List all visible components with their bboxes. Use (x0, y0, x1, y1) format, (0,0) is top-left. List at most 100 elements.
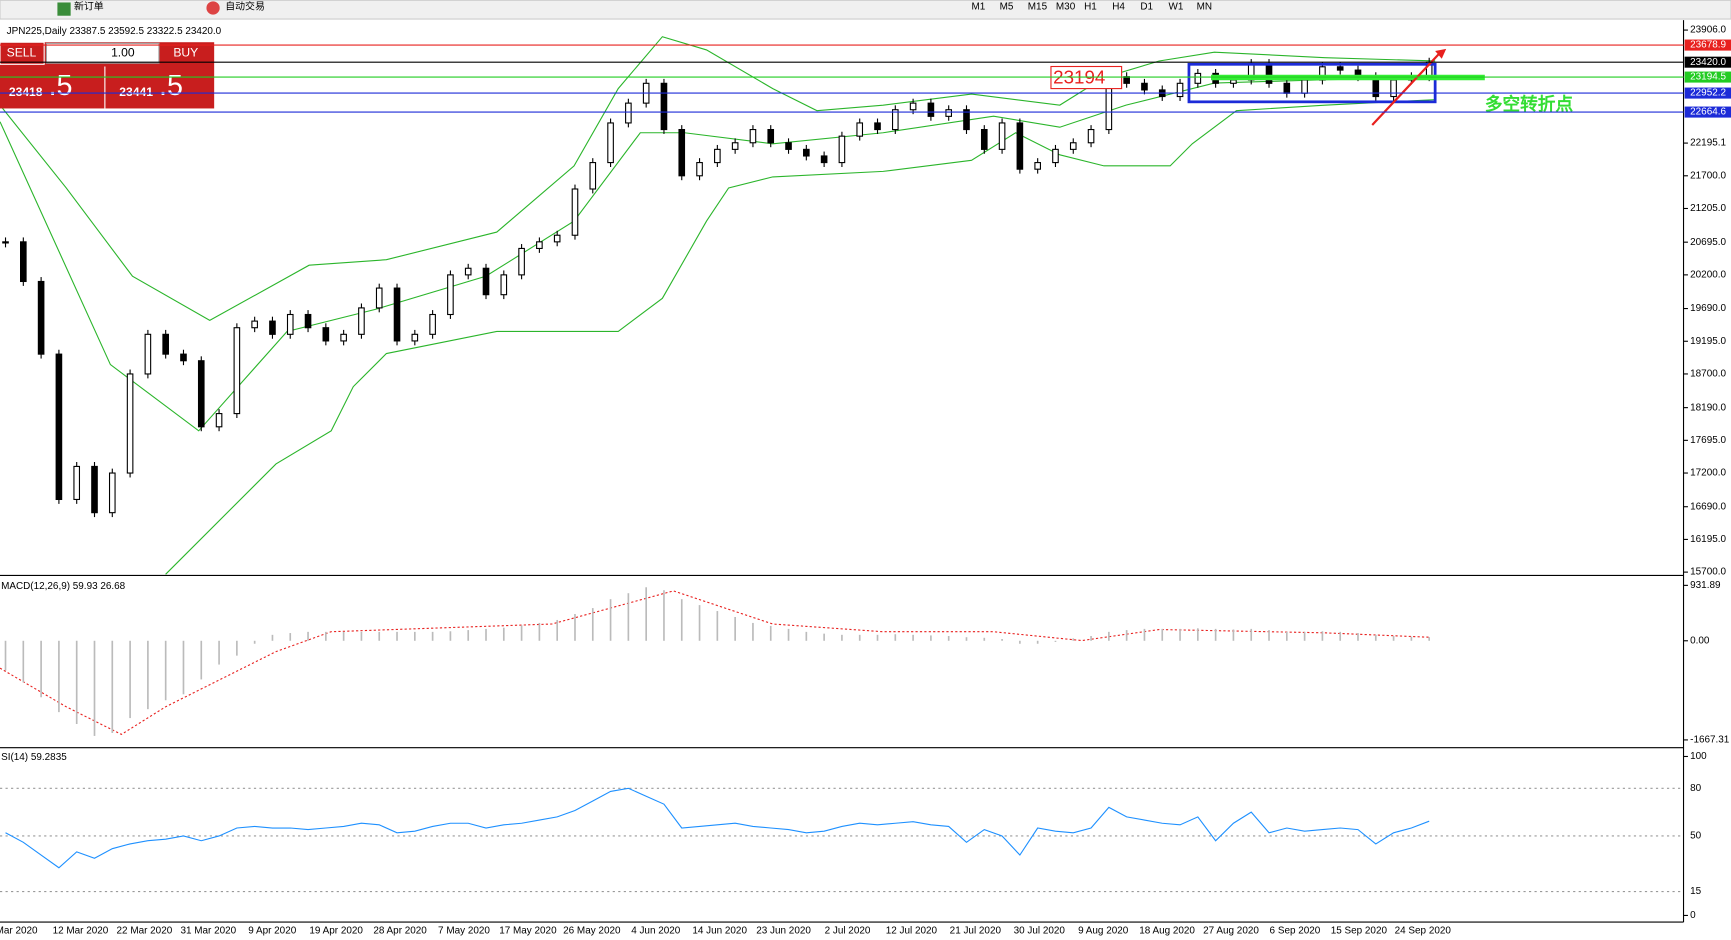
turn-point-note: 多空转折点 (1485, 93, 1574, 114)
candle (340, 333, 347, 342)
candle (1176, 82, 1184, 98)
candle (500, 274, 508, 296)
candle (696, 162, 703, 177)
new-order-icon[interactable] (57, 2, 71, 16)
candle (1265, 62, 1273, 84)
candle (518, 247, 525, 276)
candle (980, 129, 988, 150)
level-label: 22664.6 (1690, 107, 1726, 118)
candle (731, 142, 739, 150)
candle (678, 129, 686, 177)
date-label: 21 Jul 2020 (950, 926, 1002, 937)
timeframe[interactable]: M5 (1000, 2, 1014, 13)
timeframe[interactable]: D1 (1140, 2, 1153, 13)
price-label: 16195.0 (1690, 534, 1726, 545)
candle (126, 373, 134, 474)
timeframe[interactable]: M1 (971, 2, 985, 13)
candle (1087, 129, 1095, 144)
date-label: 27 Aug 2020 (1203, 926, 1259, 937)
price-label: 21205.0 (1690, 203, 1726, 214)
candle (998, 122, 1006, 150)
new-order[interactable]: 新订单 (74, 0, 104, 13)
date-label: 19 Apr 2020 (309, 926, 363, 937)
candle (73, 465, 81, 501)
candle (1283, 82, 1291, 94)
candle (375, 287, 383, 309)
timeframe[interactable]: W1 (1169, 2, 1184, 13)
rsi-label: SI(14) 59.2835 (1, 752, 67, 763)
date-label: 6 Sep 2020 (1270, 926, 1321, 937)
level-tag (1684, 56, 1731, 68)
price-label: 18700.0 (1690, 369, 1726, 380)
date-label: 23 Jun 2020 (756, 926, 811, 937)
timeframes: M1 M5 M15 M30 H1 H4 D1 W1 MN (971, 2, 1212, 13)
date-label: 12 Mar 2020 (53, 926, 109, 937)
trade-panel: SELL 1.00 BUY 23418 .5 23441 .5 (0, 41, 215, 109)
buy-price-fraction[interactable]: .5 (159, 70, 183, 102)
macd-signal (0, 590, 1430, 736)
candle (838, 135, 846, 164)
sell-price[interactable]: 23418 (9, 85, 43, 99)
price-label: 20200.0 (1690, 269, 1726, 280)
lot-value[interactable]: 1.00 (111, 45, 135, 59)
candle (571, 188, 579, 236)
lower-band (165, 99, 1436, 575)
candle (393, 287, 401, 342)
sell-price-fraction[interactable]: .5 (49, 70, 73, 102)
timeframe[interactable]: M30 (1056, 2, 1076, 13)
buy-label[interactable]: BUY (173, 45, 198, 59)
candle (162, 333, 169, 355)
candle (447, 274, 454, 316)
date-label: 31 Mar 2020 (180, 926, 236, 937)
candle (215, 413, 223, 428)
candle (464, 267, 472, 276)
macd-axis-label: 931.89 (1690, 580, 1721, 591)
candle (891, 109, 899, 131)
bollinger-bands (0, 36, 1436, 575)
timeframe[interactable]: H4 (1112, 2, 1125, 13)
candle (767, 129, 775, 144)
middle-band (0, 76, 1436, 432)
date-label: 2 Jul 2020 (825, 926, 871, 937)
candle (322, 327, 330, 342)
candle (660, 82, 668, 131)
chart-header: JPN225,Daily 23387.5 23592.5 23322.5 234… (7, 26, 222, 37)
candle (197, 360, 205, 428)
sell-button[interactable] (0, 41, 45, 65)
price-label: 17200.0 (1690, 468, 1726, 479)
date-label: 15 Sep 2020 (1331, 926, 1388, 937)
level-tag (1684, 71, 1731, 83)
candle (1390, 79, 1397, 98)
candle (1052, 148, 1059, 164)
timeframe[interactable]: MN (1197, 2, 1212, 13)
buy-price[interactable]: 23441 (119, 85, 153, 99)
candle (714, 148, 721, 164)
date-label: 9 Apr 2020 (248, 926, 296, 937)
macd-axis-label: 0.00 (1690, 635, 1710, 646)
sell-label[interactable]: SELL (7, 45, 37, 59)
upper-band (0, 36, 1436, 322)
candle (625, 102, 632, 124)
candle (55, 353, 63, 501)
candle (1034, 162, 1041, 170)
candle (233, 327, 241, 415)
level-label: 23194.5 (1690, 72, 1726, 83)
candle (20, 241, 27, 283)
date-label: 24 Sep 2020 (1395, 926, 1452, 937)
auto-trade-icon[interactable] (206, 1, 220, 15)
candle (607, 122, 614, 164)
price-label: 17695.0 (1690, 435, 1726, 446)
timeframe[interactable]: H1 (1084, 2, 1097, 13)
price-label: 18190.0 (1690, 402, 1726, 413)
lot-input[interactable] (45, 42, 160, 64)
price-label: 15700.0 (1690, 567, 1726, 578)
candle (553, 234, 561, 243)
date-label: 28 Apr 2020 (373, 926, 427, 937)
rsi-axis-label: 50 (1690, 831, 1702, 842)
timeframe[interactable]: M15 (1028, 2, 1048, 13)
candle (286, 313, 294, 335)
arrow-head (1435, 48, 1447, 59)
auto-trade[interactable]: 自动交易 (225, 0, 265, 13)
candle (1141, 82, 1148, 91)
level-label: 22952.2 (1690, 88, 1726, 99)
